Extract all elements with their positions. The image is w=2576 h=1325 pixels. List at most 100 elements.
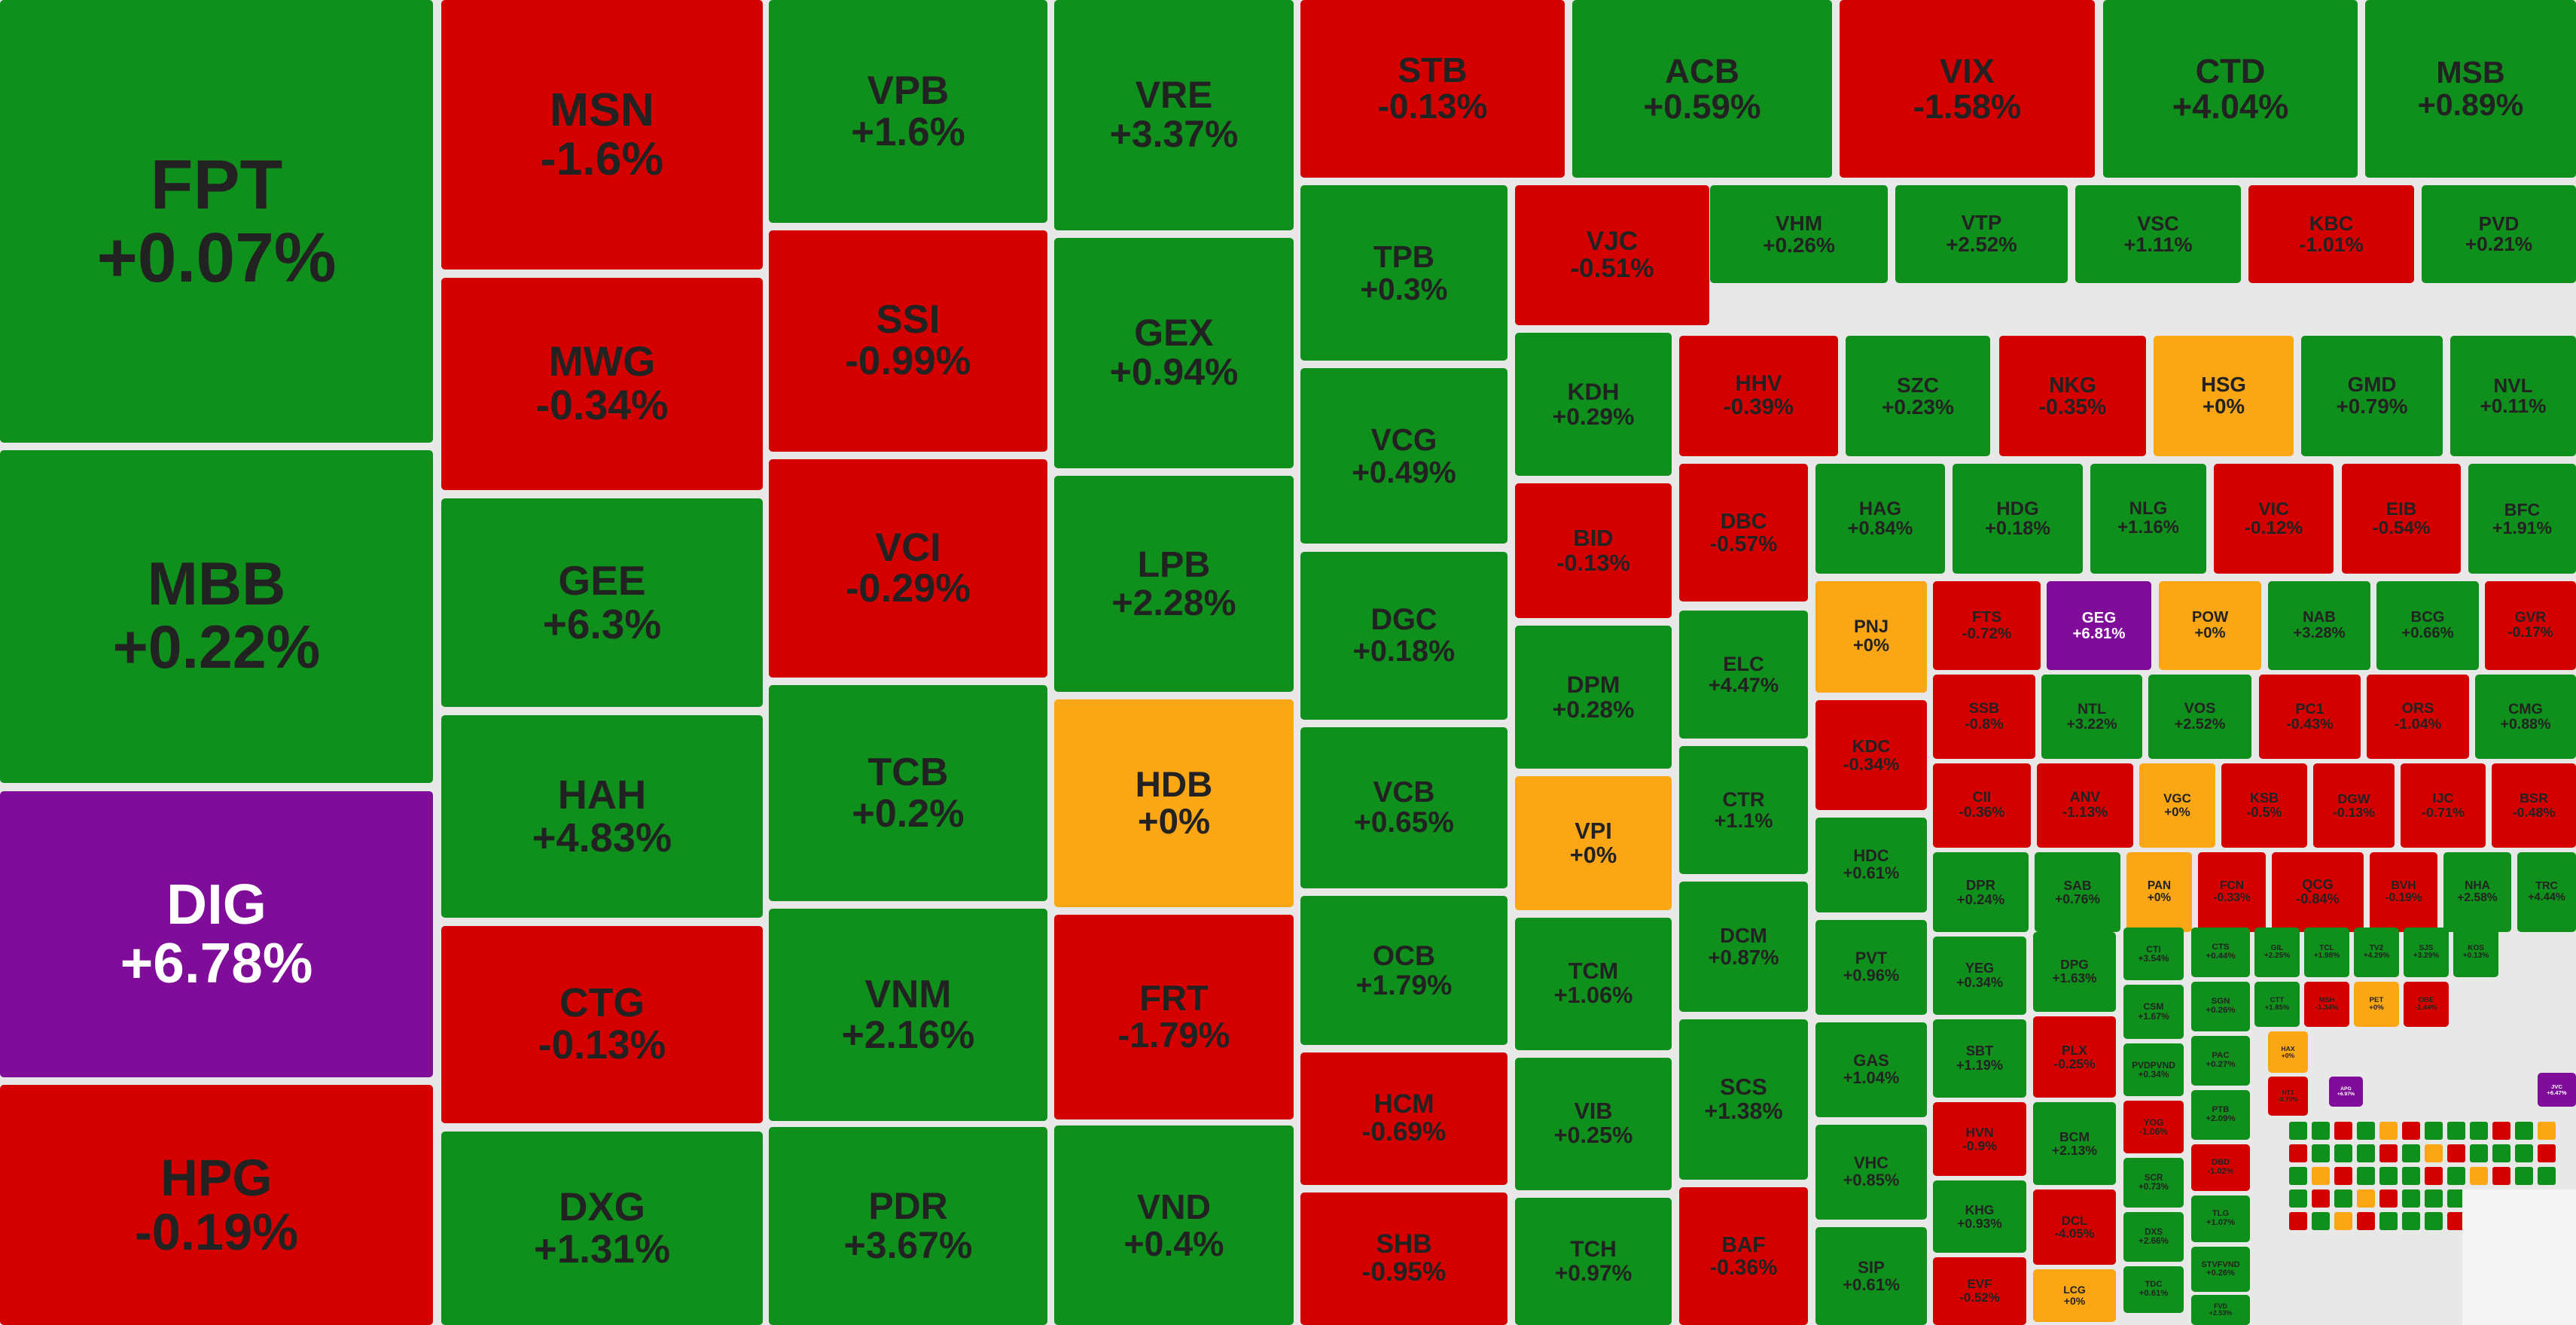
micro-tile[interactable] bbox=[2402, 1167, 2420, 1185]
tile-gil[interactable]: GIL +2.25% bbox=[2254, 928, 2300, 977]
tile-anv[interactable]: ANV -1.13% bbox=[2037, 763, 2133, 848]
micro-tile[interactable] bbox=[2470, 1144, 2488, 1162]
tile-yog[interactable]: YOG -1.06% bbox=[2123, 1101, 2184, 1153]
tile-kdc[interactable]: KDC -0.34% bbox=[1815, 700, 1927, 810]
tile-sgn[interactable]: SGN +0.26% bbox=[2191, 982, 2250, 1031]
tile-vre[interactable]: VRE +3.37% bbox=[1054, 0, 1294, 230]
micro-tile[interactable] bbox=[2538, 1122, 2556, 1140]
tile-pow[interactable]: POW +0% bbox=[2159, 581, 2261, 670]
micro-tile[interactable] bbox=[2379, 1144, 2398, 1162]
tile-nlg[interactable]: NLG +1.16% bbox=[2090, 464, 2206, 574]
tile-pan[interactable]: PAN +0% bbox=[2126, 852, 2192, 932]
tile-kos[interactable]: KOS +0.13% bbox=[2453, 928, 2498, 977]
tile-vpi[interactable]: VPI +0% bbox=[1515, 776, 1672, 910]
micro-tile[interactable] bbox=[2447, 1167, 2465, 1185]
tile-vsc[interactable]: VSC +1.11% bbox=[2075, 185, 2241, 283]
tile-baf[interactable]: BAF -0.36% bbox=[1679, 1187, 1808, 1325]
tile-hag[interactable]: HAG +0.84% bbox=[1815, 464, 1945, 574]
tile-msh[interactable]: MSH -1.34% bbox=[2304, 982, 2349, 1027]
tile-geg[interactable]: GEG +6.81% bbox=[2047, 581, 2151, 670]
tile-vnd[interactable]: VND +0.4% bbox=[1054, 1125, 1294, 1325]
micro-tile[interactable] bbox=[2492, 1144, 2510, 1162]
tile-vtp[interactable]: VTP +2.52% bbox=[1895, 185, 2068, 283]
tile-dbd[interactable]: DBD -1.02% bbox=[2191, 1144, 2250, 1191]
tile-shb[interactable]: SHB -0.95% bbox=[1300, 1192, 1507, 1325]
micro-tile[interactable] bbox=[2379, 1167, 2398, 1185]
tile-hdc[interactable]: HDC +0.61% bbox=[1815, 818, 1927, 912]
tile-vos[interactable]: VOS +2.52% bbox=[2148, 675, 2251, 759]
micro-tile[interactable] bbox=[2425, 1167, 2443, 1185]
tile-nha[interactable]: NHA +2.58% bbox=[2443, 852, 2511, 932]
tile-dgc[interactable]: DGC +0.18% bbox=[1300, 552, 1507, 720]
tile-ctd[interactable]: CTD +4.04% bbox=[2103, 0, 2358, 178]
tile-vic[interactable]: VIC -0.12% bbox=[2214, 464, 2334, 574]
tile-gmd[interactable]: GMD +0.79% bbox=[2301, 336, 2443, 456]
tile-plx[interactable]: PLX -0.25% bbox=[2033, 1016, 2116, 1098]
tile-nkg[interactable]: NKG -0.35% bbox=[1999, 336, 2146, 456]
micro-tile[interactable] bbox=[2538, 1144, 2556, 1162]
tile-qcg[interactable]: QCG -0.84% bbox=[2272, 852, 2364, 932]
tile-elc[interactable]: ELC +4.47% bbox=[1679, 611, 1808, 739]
tile-dig[interactable]: DIG +6.78% bbox=[0, 791, 433, 1077]
tile-dcl[interactable]: DCL -4.05% bbox=[2033, 1189, 2116, 1265]
micro-tile[interactable] bbox=[2379, 1212, 2398, 1230]
tile-pvdpvnd[interactable]: PVDPVND +0.34% bbox=[2123, 1043, 2184, 1096]
tile-pdr[interactable]: PDR +3.67% bbox=[769, 1127, 1047, 1325]
tile-szc[interactable]: SZC +0.23% bbox=[1846, 336, 1990, 456]
tile-kbc[interactable]: KBC -1.01% bbox=[2248, 185, 2414, 283]
tile-trc[interactable]: TRC +4.44% bbox=[2517, 852, 2576, 932]
tile-hcm[interactable]: HCM -0.69% bbox=[1300, 1052, 1507, 1185]
micro-tile[interactable] bbox=[2425, 1144, 2443, 1162]
tile-pac[interactable]: PAC +0.27% bbox=[2191, 1036, 2250, 1086]
micro-tile[interactable] bbox=[2289, 1122, 2307, 1140]
tile-ptb[interactable]: PTB +2.09% bbox=[2191, 1090, 2250, 1140]
tile-vpb[interactable]: VPB +1.6% bbox=[769, 0, 1047, 223]
micro-tile[interactable] bbox=[2357, 1189, 2375, 1208]
micro-tile[interactable] bbox=[2312, 1122, 2330, 1140]
tile-tlg[interactable]: TLG +1.07% bbox=[2191, 1196, 2250, 1242]
micro-tile[interactable] bbox=[2470, 1167, 2488, 1185]
tile-tdc[interactable]: TDC +0.61% bbox=[2123, 1266, 2184, 1313]
micro-tile[interactable] bbox=[2334, 1167, 2352, 1185]
tile-evf[interactable]: EVF -0.52% bbox=[1933, 1257, 2026, 1325]
tile-vgc[interactable]: VGC +0% bbox=[2139, 763, 2215, 848]
tile-tv2[interactable]: TV2 +4.29% bbox=[2354, 928, 2399, 977]
tile-dbc[interactable]: DBC -0.57% bbox=[1679, 464, 1808, 602]
tile-ctr[interactable]: CTR +1.1% bbox=[1679, 746, 1808, 874]
micro-tile[interactable] bbox=[2425, 1212, 2443, 1230]
tile-hhv[interactable]: HHV -0.39% bbox=[1679, 336, 1838, 456]
micro-tile[interactable] bbox=[2425, 1189, 2443, 1208]
tile-vnm[interactable]: VNM +2.16% bbox=[769, 909, 1047, 1121]
micro-tile[interactable] bbox=[2312, 1189, 2330, 1208]
tile-tcm[interactable]: TCM +1.06% bbox=[1515, 918, 1672, 1050]
tile-frt[interactable]: FRT -1.79% bbox=[1054, 915, 1294, 1119]
tile-pet[interactable]: PET +0% bbox=[2354, 982, 2399, 1027]
tile-ctt[interactable]: CTT +1.85% bbox=[2254, 982, 2300, 1027]
tile-nvl[interactable]: NVL +0.11% bbox=[2450, 336, 2576, 456]
tile-scr[interactable]: SCR +0.73% bbox=[2123, 1158, 2184, 1208]
micro-tile[interactable] bbox=[2312, 1144, 2330, 1162]
micro-tile[interactable] bbox=[2515, 1167, 2533, 1185]
tile-mwg[interactable]: MWG -0.34% bbox=[441, 278, 763, 490]
tile-hpg[interactable]: HPG -0.19% bbox=[0, 1085, 433, 1325]
tile-fts[interactable]: FTS -0.72% bbox=[1933, 581, 2041, 670]
tile-dxs[interactable]: DXS +2.66% bbox=[2123, 1212, 2184, 1262]
tile-mbb[interactable]: MBB +0.22% bbox=[0, 450, 433, 783]
tile-lpb[interactable]: LPB +2.28% bbox=[1054, 476, 1294, 692]
tile-vcg[interactable]: VCG +0.49% bbox=[1300, 368, 1507, 544]
micro-tile[interactable] bbox=[2379, 1122, 2398, 1140]
tile-tcl[interactable]: TCL +1.98% bbox=[2304, 928, 2349, 977]
micro-tile[interactable] bbox=[2334, 1122, 2352, 1140]
tile-hdb[interactable]: HDB +0% bbox=[1054, 699, 1294, 907]
micro-tile[interactable] bbox=[2402, 1122, 2420, 1140]
micro-tile[interactable] bbox=[2538, 1167, 2556, 1185]
tile-apg[interactable]: APG +6.97% bbox=[2329, 1077, 2363, 1107]
micro-tile[interactable] bbox=[2492, 1122, 2510, 1140]
tile-ctg[interactable]: CTG -0.13% bbox=[441, 926, 763, 1123]
micro-tile[interactable] bbox=[2334, 1144, 2352, 1162]
tile-vhm[interactable]: VHM +0.26% bbox=[1710, 185, 1888, 283]
micro-tile[interactable] bbox=[2402, 1189, 2420, 1208]
tile-hax[interactable]: HAX +0% bbox=[2268, 1031, 2308, 1073]
tile-ors[interactable]: ORS -1.04% bbox=[2367, 675, 2469, 759]
micro-tile[interactable] bbox=[2312, 1212, 2330, 1230]
